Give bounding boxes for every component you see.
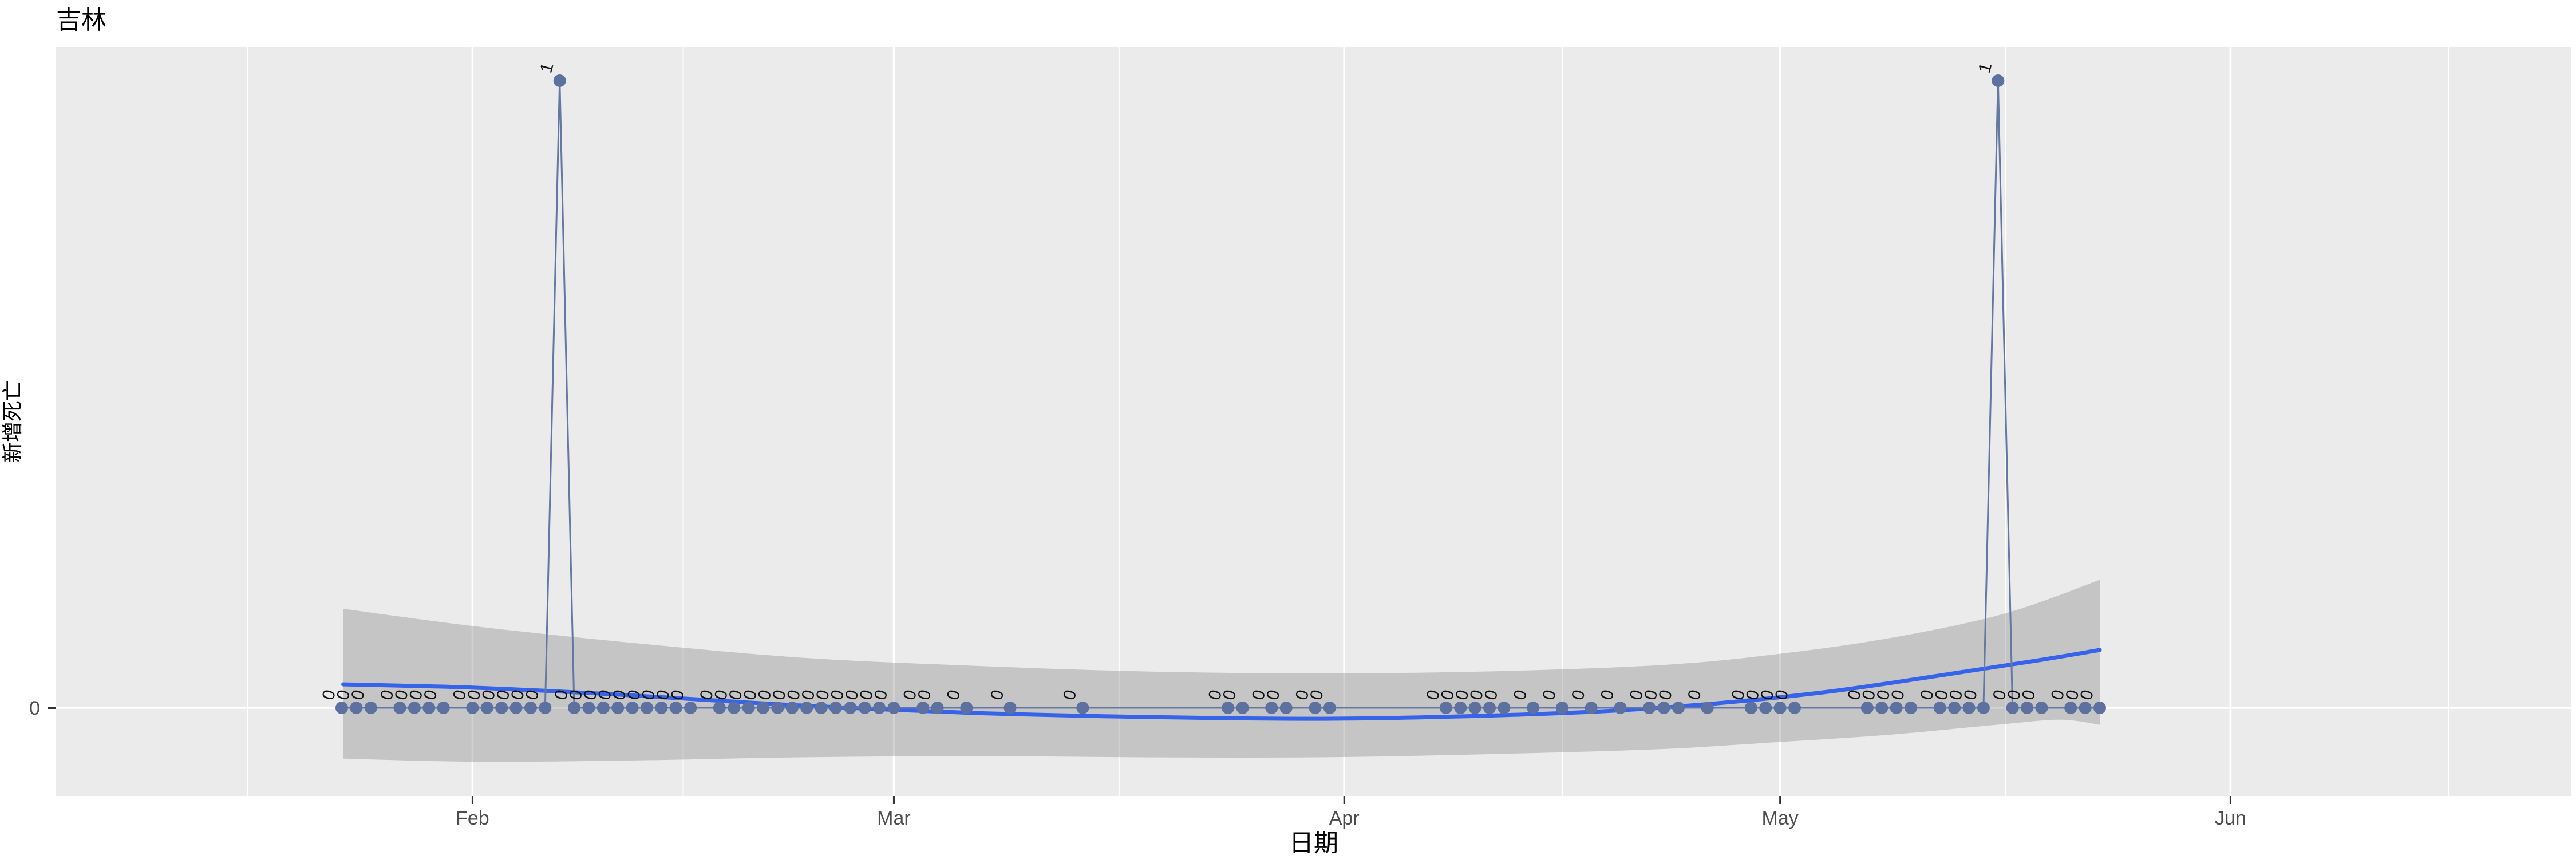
data-point xyxy=(1905,702,1918,714)
data-point xyxy=(495,702,508,714)
data-point xyxy=(364,702,377,714)
data-point xyxy=(2079,702,2092,714)
data-point xyxy=(1962,702,1976,714)
data-point xyxy=(916,702,930,714)
data-point xyxy=(1933,702,1946,714)
data-point xyxy=(466,702,479,714)
data-point xyxy=(524,702,537,714)
data-point xyxy=(1454,702,1467,714)
data-point xyxy=(626,702,639,714)
data-point xyxy=(887,702,900,714)
data-point xyxy=(1788,702,1801,714)
data-point xyxy=(1003,702,1017,714)
data-point xyxy=(960,702,973,714)
x-axis-ticks: Feb Mar Apr May Jun xyxy=(456,796,2246,829)
data-point xyxy=(655,702,668,714)
data-point xyxy=(1860,702,1874,714)
data-point xyxy=(1279,702,1293,714)
data-point xyxy=(1076,702,1089,714)
data-point xyxy=(742,702,755,714)
data-point xyxy=(1643,702,1656,714)
smooth-line xyxy=(341,648,2102,721)
data-point xyxy=(1222,702,1235,714)
data-point xyxy=(1265,702,1278,714)
data-point xyxy=(1657,702,1670,714)
x-tick-label: Mar xyxy=(877,807,911,829)
data-point xyxy=(2064,702,2077,714)
data-point xyxy=(771,702,784,714)
x-tick-label: Feb xyxy=(456,807,489,829)
data-point xyxy=(785,702,799,714)
data-point xyxy=(2006,702,2019,714)
data-point xyxy=(1701,702,1714,714)
data-point xyxy=(1890,702,1903,714)
data-point xyxy=(684,702,697,714)
data-point xyxy=(640,702,653,714)
data-point xyxy=(1614,702,1627,714)
data-points xyxy=(335,74,2106,714)
smooth-trend-line xyxy=(341,648,2102,721)
data-point xyxy=(728,702,741,714)
data-point xyxy=(335,702,348,714)
data-point xyxy=(1744,702,1757,714)
data-point xyxy=(757,702,770,714)
data-point xyxy=(873,702,886,714)
data-point xyxy=(844,702,857,714)
data-point xyxy=(1309,702,1322,714)
data-point xyxy=(1992,74,2005,87)
data-point xyxy=(1555,702,1568,714)
data-point xyxy=(1773,702,1787,714)
data-point xyxy=(1323,702,1336,714)
data-point xyxy=(596,702,610,714)
x-axis-title: 日期 xyxy=(1289,830,1338,857)
data-point xyxy=(815,702,828,714)
data-point xyxy=(408,702,421,714)
data-point xyxy=(553,74,566,87)
x-tick-label: Jun xyxy=(2215,807,2246,829)
data-point xyxy=(829,702,842,714)
data-point xyxy=(1236,702,1249,714)
data-point xyxy=(1527,702,1540,714)
data-point xyxy=(1977,702,1990,714)
data-point xyxy=(1948,702,1961,714)
data-point xyxy=(2021,702,2034,714)
data-point xyxy=(1672,702,1685,714)
data-point xyxy=(1759,702,1772,714)
data-point xyxy=(568,702,581,714)
data-point xyxy=(669,702,682,714)
data-point xyxy=(800,702,813,714)
data-point xyxy=(539,702,552,714)
y-axis-title: 新增死亡 xyxy=(1,380,24,463)
data-point xyxy=(480,702,493,714)
gridlines xyxy=(56,47,2571,796)
y-tick-label: 0 xyxy=(29,698,40,719)
data-point xyxy=(582,702,595,714)
data-point xyxy=(713,702,726,714)
data-point xyxy=(858,702,871,714)
x-tick-label: Apr xyxy=(1329,807,1360,829)
data-point xyxy=(422,702,436,714)
data-point xyxy=(931,702,944,714)
ribbon-area xyxy=(343,580,2100,762)
data-point xyxy=(1468,702,1481,714)
panel-background xyxy=(56,47,2571,796)
data-point xyxy=(611,702,625,714)
data-point xyxy=(1439,702,1452,714)
data-point xyxy=(1483,702,1496,714)
confidence-ribbon xyxy=(343,580,2100,762)
x-tick-label: May xyxy=(1762,807,1799,829)
data-point xyxy=(393,702,406,714)
data-point xyxy=(509,702,523,714)
data-point xyxy=(350,702,363,714)
data-point xyxy=(2093,702,2106,714)
data-point xyxy=(1875,702,1888,714)
chart-title: 吉林 xyxy=(56,6,106,34)
data-point xyxy=(1498,702,1511,714)
data-point xyxy=(1585,702,1598,714)
data-point xyxy=(437,702,450,714)
data-point xyxy=(2035,702,2048,714)
